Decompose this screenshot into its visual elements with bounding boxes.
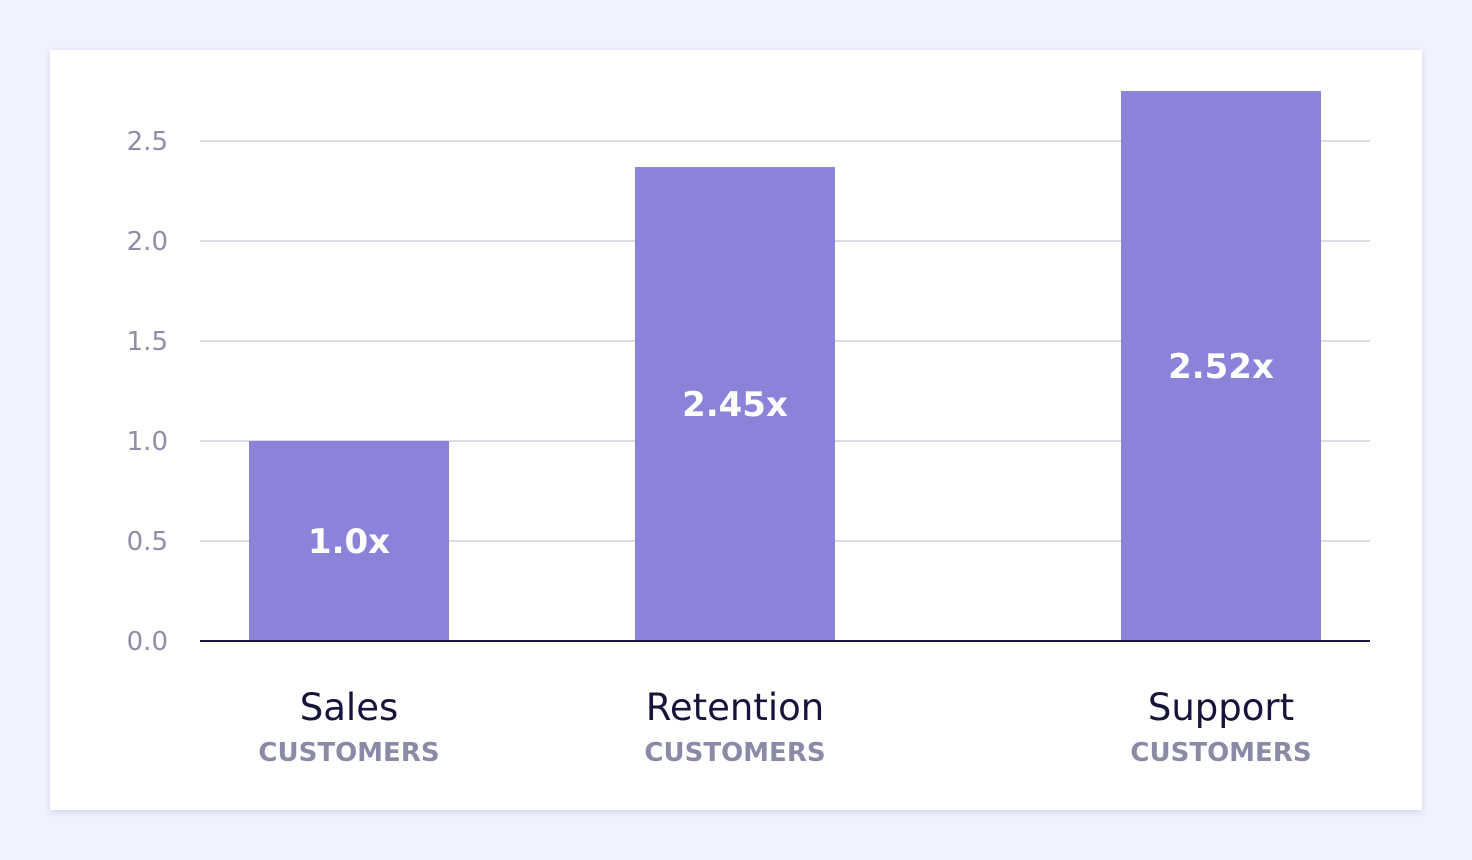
bar-support [1121, 91, 1321, 641]
y-tick-label: 0.5 [127, 527, 168, 557]
y-tick-label: 0.0 [127, 627, 168, 657]
y-tick-label: 1.5 [127, 327, 168, 357]
y-tick-label: 1.0 [127, 427, 168, 457]
bar-sales [249, 441, 449, 641]
category-sublabel: CUSTOMERS [644, 738, 825, 768]
y-tick-label: 2.0 [127, 227, 168, 257]
bar-value-label: 2.52x [1168, 347, 1274, 387]
category-label: Support [1148, 686, 1294, 729]
category-label: Retention [646, 686, 824, 729]
y-axis-ticks: 0.0 0.5 1.0 1.5 2.0 2.5 [127, 127, 168, 657]
bar-retention [635, 167, 835, 641]
category-label: Sales [300, 686, 398, 729]
bar-chart: 0.0 0.5 1.0 1.5 2.0 2.5 1.0x 2.45x 2.52x Sales C… [127, 91, 1370, 768]
chart-card: 0.0 0.5 1.0 1.5 2.0 2.5 1.0x 2.45x 2.52x Sales C… [50, 50, 1422, 810]
bars: 1.0x 2.45x 2.52x [249, 91, 1321, 641]
bar-value-label: 2.45x [682, 385, 788, 425]
category-sublabel: CUSTOMERS [1130, 738, 1311, 768]
bar-value-label: 1.0x [308, 522, 390, 562]
y-tick-label: 2.5 [127, 127, 168, 157]
category-sublabel: CUSTOMERS [258, 738, 439, 768]
category-labels: Sales CUSTOMERS Retention CUSTOMERS Support C… [258, 686, 1311, 768]
